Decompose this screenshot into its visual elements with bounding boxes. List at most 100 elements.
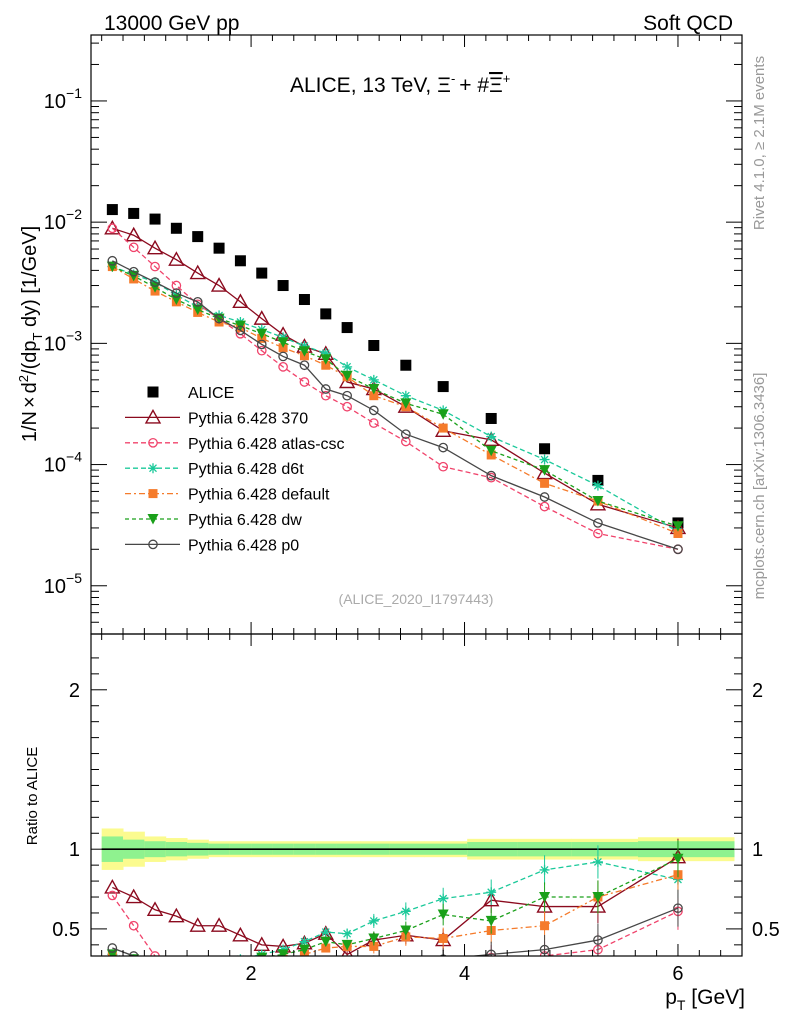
- ratio-tick-label: 1: [69, 839, 80, 861]
- data-point-pythia-6-428-dw: [298, 346, 310, 357]
- x-tick-label: 6: [672, 963, 683, 985]
- data-point-pythia-6-428-d6t: [400, 390, 411, 401]
- ratio-point-pythia-6-428-p0: [370, 958, 378, 966]
- ratio-point-pythia-6-428-p0: [402, 961, 410, 969]
- data-point-pythia-6-428-atlas-csc: [400, 436, 411, 447]
- data-point-pythia-6-428-p0: [235, 325, 246, 336]
- ratio-point-pythia-6-428-atlas-csc: [194, 960, 202, 968]
- legend-marker-alice: [147, 386, 159, 398]
- ratio-point-pythia-6-428-default: [369, 941, 379, 951]
- ratio-point-pythia-6-428-370: [125, 888, 142, 904]
- data-point-pythia-6-428-dw: [277, 337, 289, 348]
- data-point-pythia-6-428-d6t: [320, 348, 331, 359]
- legend-label-pythia-6-428-dw: Pythia 6.428 dw: [188, 512, 302, 529]
- x-tick-label: 2: [246, 963, 257, 985]
- ratio-point-pythia-6-428-p0: [215, 963, 223, 971]
- legend-label-pythia-6-428-default: Pythia 6.428 default: [188, 487, 330, 504]
- ratio-tick-label-right: 1: [752, 839, 763, 861]
- ratio-point-pythia-6-428-p0: [673, 903, 683, 914]
- ratio-point-pythia-6-428-atlas-csc: [402, 968, 410, 976]
- ratio-point-pythia-6-428-p0: [343, 961, 351, 969]
- x-tick-label: 4: [459, 963, 470, 985]
- data-point-pythia-6-428-dw: [400, 398, 412, 409]
- data-point-pythia-6-428-p0: [368, 405, 379, 416]
- ratio-point-pythia-6-428-p0: [194, 958, 202, 966]
- data-point-pythia-6-428-dw: [539, 465, 551, 476]
- ratio-point-pythia-6-428-atlas-csc: [215, 961, 223, 969]
- ratio-point-pythia-6-428-370: [232, 926, 249, 942]
- chart-title: ALICE, 13 TeV, Ξ- + #Ξ+: [290, 71, 510, 97]
- ratio-point-pythia-6-428-dw: [320, 936, 332, 948]
- ratio-point-pythia-6-428-p0: [300, 958, 308, 966]
- data-point-pythia-6-428-dw: [592, 496, 604, 507]
- ratio-point-pythia-6-428-dw: [341, 939, 353, 951]
- ratio-point-pythia-6-428-default: [215, 964, 224, 973]
- ratio-point-pythia-6-428-default: [321, 943, 331, 953]
- data-point-pythia-6-428-370: [232, 293, 249, 309]
- ratio-point-pythia-6-428-d6t: [438, 893, 449, 904]
- ratio-point-pythia-6-428-atlas-csc: [175, 955, 178, 956]
- legend-label-pythia-6-428-d6t: Pythia 6.428 d6t: [188, 461, 304, 478]
- legend-label-pythia-6-428-atlas-csc: Pythia 6.428 atlas-csc: [188, 436, 345, 453]
- data-point-alice: [149, 213, 161, 225]
- ratio-point-pythia-6-428-dw: [235, 957, 246, 968]
- data-point-pythia-6-428-p0: [593, 518, 603, 528]
- data-point-pythia-6-428-atlas-csc: [278, 361, 288, 372]
- legend-marker-pythia-6-428-atlas-csc: [148, 437, 158, 448]
- ratio-line-pythia-6-428-d6t: [112, 861, 679, 956]
- ratio-point-pythia-6-428-atlas-csc: [258, 968, 266, 976]
- legend-marker-pythia-6-428-p0: [148, 539, 158, 550]
- data-point-pythia-6-428-atlas-csc: [299, 377, 310, 387]
- ratio-point-pythia-6-428-dw: [256, 952, 268, 956]
- data-point-pythia-6-428-dw: [437, 409, 449, 420]
- ratio-point-pythia-6-428-dw: [485, 915, 497, 927]
- ratio-point-pythia-6-428-dw: [672, 853, 684, 865]
- ratio-line-pythia-6-428-dw: [112, 858, 679, 956]
- data-point-pythia-6-428-atlas-csc: [368, 418, 379, 428]
- data-point-pythia-6-428-dw: [320, 354, 332, 365]
- ratio-point-pythia-6-428-atlas-csc: [370, 968, 378, 976]
- data-point-alice: [298, 294, 310, 306]
- data-point-pythia-6-428-dw: [170, 294, 182, 306]
- legend-marker-pythia-6-428-370: [144, 408, 162, 424]
- data-point-pythia-6-428-atlas-csc: [593, 528, 603, 539]
- data-point-pythia-6-428-default: [369, 391, 379, 401]
- data-point-pythia-6-428-p0: [299, 360, 310, 371]
- ratio-point-pythia-6-428-d6t: [193, 962, 203, 972]
- data-point-pythia-6-428-atlas-csc: [107, 223, 118, 234]
- data-point-pythia-6-428-370: [125, 226, 142, 242]
- data-point-pythia-6-428-dw: [672, 521, 684, 532]
- data-point-pythia-6-428-atlas-csc: [128, 242, 139, 253]
- rivet-version-label: Rivet 4.1.0, ≥ 2.1M events: [751, 56, 768, 230]
- legend-marker-pythia-6-428-dw: [147, 514, 159, 525]
- ratio-tick-label-right: 2: [752, 680, 763, 702]
- data-point-pythia-6-428-p0: [342, 390, 352, 401]
- data-point-alice: [400, 359, 412, 371]
- ratio-point-pythia-6-428-dw: [592, 892, 604, 903]
- data-point-pythia-6-428-p0: [539, 492, 550, 502]
- data-point-pythia-6-428-atlas-csc: [539, 501, 550, 512]
- ratio-point-pythia-6-428-dw: [539, 892, 551, 903]
- ratio-point-pythia-6-428-d6t: [592, 856, 603, 867]
- ratio-point-pythia-6-428-default: [151, 963, 160, 972]
- data-point-alice: [277, 280, 289, 292]
- ratio-point-pythia-6-428-370: [253, 936, 270, 952]
- legend-label-pythia-6-428-370: Pythia 6.428 370: [188, 410, 308, 427]
- data-point-pythia-6-428-370: [253, 310, 270, 325]
- ratio-point-pythia-6-428-d6t: [299, 936, 310, 947]
- ratio-point-pythia-6-428-370: [210, 917, 228, 932]
- data-point-pythia-6-428-dw: [368, 384, 380, 395]
- data-point-pythia-6-428-d6t: [592, 480, 603, 491]
- ratio-point-pythia-6-428-p0: [486, 949, 497, 956]
- data-point-alice: [485, 412, 497, 424]
- legend-label-alice: ALICE: [188, 385, 234, 402]
- ratio-point-pythia-6-428-atlas-csc: [322, 971, 330, 979]
- ratio-axis-title: Ratio to ALICE: [24, 747, 41, 845]
- ratio-point-pythia-6-428-default: [540, 921, 550, 931]
- ratio-point-pythia-6-428-p0: [539, 944, 550, 955]
- ratio-point-pythia-6-428-default: [193, 966, 202, 975]
- data-point-alice: [192, 231, 204, 243]
- data-point-pythia-6-428-dw: [341, 370, 353, 382]
- data-point-pythia-6-428-default: [321, 360, 331, 370]
- data-point-pythia-6-428-atlas-csc: [438, 461, 449, 472]
